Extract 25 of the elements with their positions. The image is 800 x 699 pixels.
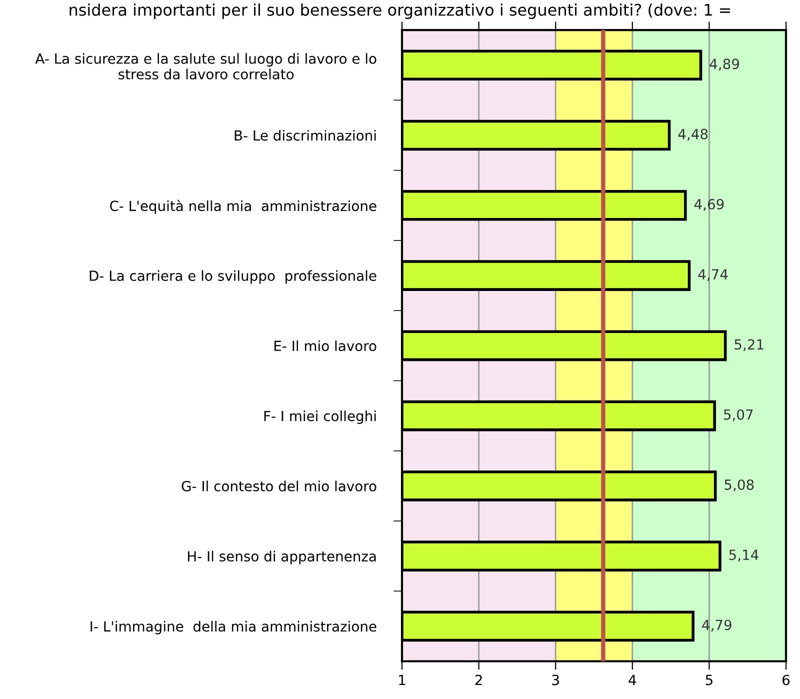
data-label: 4,79 xyxy=(702,620,732,632)
y-tick-label: D- La carriera e lo sviluppo professionale xyxy=(90,270,376,284)
data-label: 4,89 xyxy=(710,58,740,71)
data-label: 5,14 xyxy=(729,550,758,562)
y-tick-label: A- La sicurezza e la salute sul luogo di lavoro e lo stress da lavoro correlato xyxy=(35,53,376,80)
y-tick-label: C- L'equità nella mia amministrazione xyxy=(110,200,376,214)
data-label: 5,08 xyxy=(724,479,754,492)
x-tick-label: 6 xyxy=(782,674,790,686)
data-label: 5,21 xyxy=(734,339,764,352)
data-label: 4,48 xyxy=(678,128,708,141)
y-tick-label: F- I miei colleghi xyxy=(264,410,376,424)
data-label: 4,74 xyxy=(698,269,728,281)
x-tick-label: 4 xyxy=(628,674,636,685)
y-tick-label: E- Il mio lavoro xyxy=(274,340,376,352)
data-label: 5,07 xyxy=(724,409,753,422)
y-tick-label: G- Il contesto del mio lavoro xyxy=(182,480,376,492)
y-tick-label: I- L'immagine della mia amministrazione xyxy=(90,620,376,634)
chart-title: nsidera importanti per il suo benessere organizzativo i seguenti ambiti? (dove: 1 = xyxy=(70,3,730,19)
x-tick-label: 3 xyxy=(552,674,559,686)
y-tick-label: B- Le discriminazioni xyxy=(234,130,376,141)
y-tick-label: H- Il senso di appartenenza xyxy=(188,550,376,564)
x-tick-label: 2 xyxy=(475,674,482,685)
x-tick-label: 5 xyxy=(706,674,712,686)
x-tick-label: 1 xyxy=(399,674,406,685)
data-label: 4,69 xyxy=(694,198,724,211)
